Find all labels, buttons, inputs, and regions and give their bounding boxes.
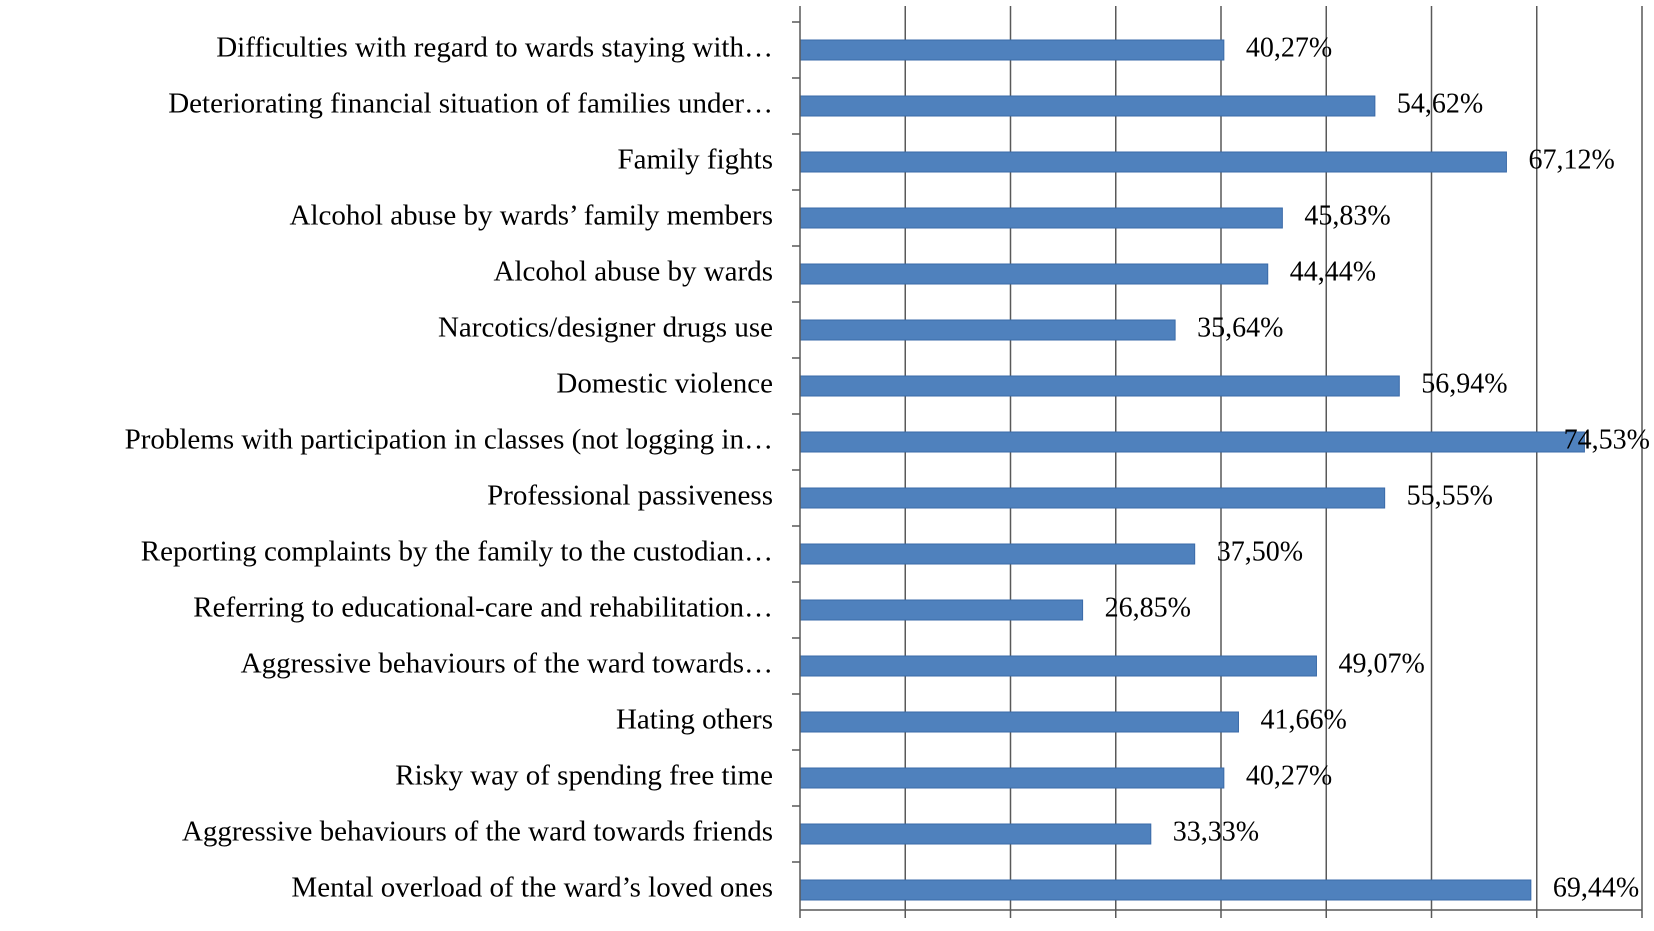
category-label-1: Deteriorating financial situation of fam… [168, 88, 773, 120]
value-label-5: 35,64% [1197, 312, 1283, 343]
bar-4 [799, 263, 1269, 285]
category-label-8: Professional passiveness [487, 480, 773, 512]
bar-10 [799, 599, 1084, 621]
bar-8 [799, 487, 1386, 509]
category-label-14: Aggressive behaviours of the ward toward… [182, 816, 773, 848]
value-label-1: 54,62% [1397, 88, 1483, 119]
bar-9 [799, 543, 1196, 565]
value-label-9: 37,50% [1217, 536, 1303, 567]
bar-2 [799, 151, 1507, 173]
bar-3 [799, 207, 1283, 229]
bar-0 [799, 39, 1225, 61]
category-label-7: Problems with participation in classes (… [125, 424, 773, 456]
value-label-12: 41,66% [1260, 704, 1346, 735]
axes [792, 6, 1643, 918]
bar-15 [799, 879, 1532, 901]
value-label-15: 69,44% [1553, 872, 1639, 903]
bar-13 [799, 767, 1225, 789]
value-label-7: 74,53% [1564, 424, 1650, 455]
category-label-4: Alcohol abuse by wards [494, 256, 773, 288]
category-label-2: Family fights [618, 144, 773, 176]
value-label-8: 55,55% [1407, 480, 1493, 511]
value-label-3: 45,83% [1304, 200, 1390, 231]
value-label-6: 56,94% [1421, 368, 1507, 399]
category-label-15: Mental overload of the ward’s loved ones [291, 872, 773, 904]
bar-6 [799, 375, 1400, 397]
category-label-0: Difficulties with regard to wards stayin… [216, 32, 773, 64]
value-label-13: 40,27% [1246, 760, 1332, 791]
category-label-6: Domestic violence [556, 368, 773, 400]
value-label-11: 49,07% [1338, 648, 1424, 679]
bar-5 [799, 319, 1176, 341]
category-label-12: Hating others [616, 704, 773, 736]
category-label-10: Referring to educational-care and rehabi… [193, 592, 773, 624]
category-label-11: Aggressive behaviours of the ward toward… [241, 648, 773, 680]
category-label-3: Alcohol abuse by wards’ family members [290, 200, 773, 232]
category-labels: Difficulties with regard to wards stayin… [125, 32, 773, 904]
category-label-9: Reporting complaints by the family to th… [141, 536, 773, 568]
value-label-10: 26,85% [1105, 592, 1191, 623]
bar-1 [799, 95, 1376, 117]
value-label-14: 33,33% [1173, 816, 1259, 847]
bar-12 [799, 711, 1239, 733]
value-labels: 40,27% 54,62% 67,12% 45,83% 44,44%35,64% 56,9… [1105, 32, 1650, 903]
value-label-4: 44,44% [1290, 256, 1376, 287]
value-label-0: 40,27% [1246, 32, 1332, 63]
value-label-2: 67,12% [1528, 144, 1614, 175]
category-label-5: Narcotics/designer drugs use [438, 312, 773, 344]
bar-14 [799, 823, 1152, 845]
bar-7 [799, 431, 1585, 453]
bars [799, 39, 1585, 901]
category-label-13: Risky way of spending free time [395, 760, 773, 792]
bar-11 [799, 655, 1317, 677]
